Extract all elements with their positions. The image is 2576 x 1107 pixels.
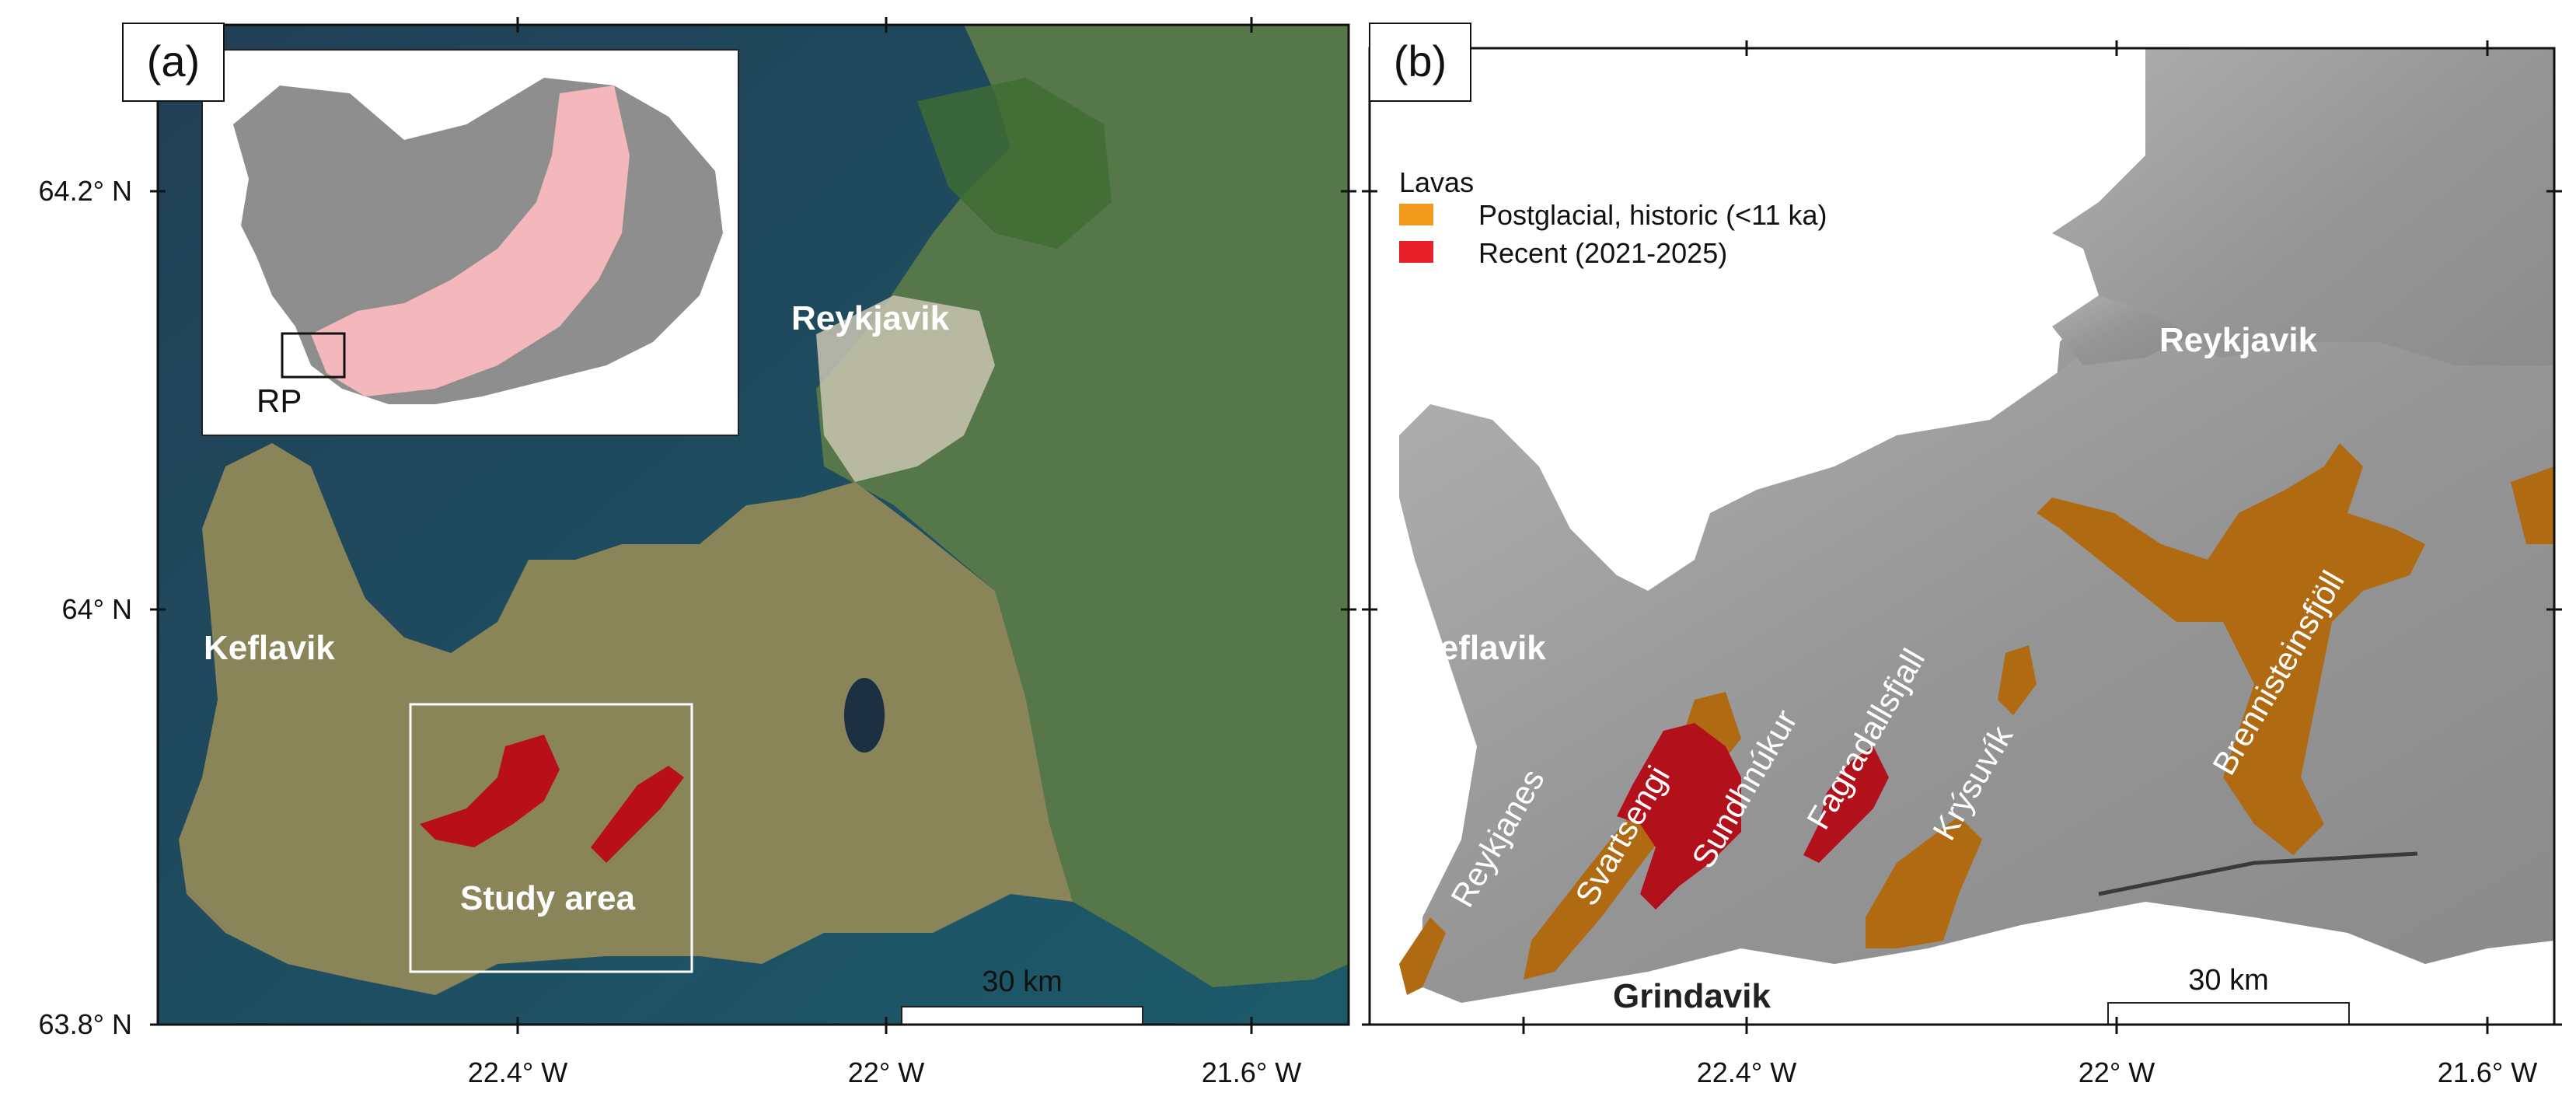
- panel-b-label-box: [1369, 23, 1471, 102]
- inland-vegetation: [917, 78, 1112, 249]
- panel-a-map: RP 30 km Reykjavik Keflavik Study area (…: [39, 17, 1356, 1088]
- panel-a-x-axis: [516, 17, 1253, 1034]
- legend-title: Lavas: [1399, 166, 1474, 198]
- lake: [844, 678, 885, 753]
- recent-lava-a: [420, 735, 560, 847]
- inset-rp-box: [281, 332, 346, 379]
- peninsula-land: [179, 443, 1073, 995]
- inset-rp-label: RP: [257, 382, 302, 419]
- label-reykjavik-b: Reykjavik: [2159, 321, 2318, 359]
- volcanic-zone: [311, 86, 630, 396]
- panel-a-label-box: [122, 23, 225, 102]
- study-area-box: [409, 703, 693, 973]
- hillshade-reykjavik: [2052, 295, 2192, 365]
- recent-lavas: [1617, 723, 1889, 910]
- panel-a-frame: [156, 23, 1350, 1026]
- panel-b-label: (b): [1394, 37, 1447, 86]
- panel-a-ytick-2: 64° N: [62, 593, 132, 625]
- panel-b-xtick-2: 22° W: [2079, 1056, 2155, 1088]
- label-keflavik-a: Keflavik: [204, 629, 335, 667]
- panel-a-xtick-3: 21.6° W: [1202, 1056, 1301, 1088]
- legend: Lavas Postglacial, historic (<11 ka) Rec…: [1399, 166, 1827, 269]
- scale-bar-a: [901, 1006, 1143, 1025]
- panel-b-frame: [1368, 47, 2556, 1026]
- legend-label-postglacial: Postglacial, historic (<11 ka): [1478, 199, 1827, 231]
- recent-lava-a2: [591, 766, 684, 863]
- northern-land: [816, 25, 1349, 987]
- reykjavik-urban: [816, 295, 995, 482]
- panel-a-label: (a): [147, 37, 200, 86]
- legend-swatch-recent: [1399, 241, 1433, 263]
- panel-a-xtick-2: 22° W: [848, 1056, 924, 1088]
- scale-bar-b: [2107, 1002, 2350, 1025]
- legend-swatch-postglacial: [1399, 204, 1433, 225]
- label-keflavik-b: Keflavik: [1415, 629, 1546, 667]
- label-grindavik: Grindavik: [1613, 977, 1771, 1015]
- panel-b-xtick-1: 22.4° W: [1697, 1056, 1796, 1088]
- panel-a-y-axis: [150, 190, 1356, 1026]
- scale-bar-b-label: 30 km: [2188, 964, 2268, 997]
- scale-bar-a-label: 30 km: [982, 966, 1062, 998]
- label-study-area: Study area: [460, 879, 636, 917]
- inset-iceland: RP: [201, 49, 739, 436]
- panel-b-ticks: [1362, 40, 2562, 1034]
- panel-a-xtick-1: 22.4° W: [468, 1056, 567, 1088]
- panel-b-xtick-3: 21.6° W: [2438, 1056, 2537, 1088]
- label-reykjavik-a: Reykjavik: [791, 299, 950, 337]
- fissure-line: [2098, 851, 2418, 896]
- panel-a-ytick-3: 63.8° N: [39, 1008, 132, 1040]
- legend-label-recent: Recent (2021-2025): [1478, 237, 1727, 269]
- panel-a-ytick-1: 64.2° N: [39, 175, 132, 207]
- panel-b-map: Lavas Postglacial, historic (<11 ka) Rec…: [1362, 23, 2562, 1088]
